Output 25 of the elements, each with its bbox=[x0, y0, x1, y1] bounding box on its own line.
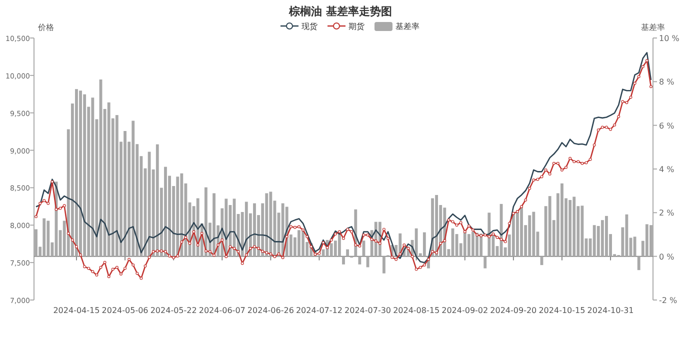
y2-tick-label: 4 % bbox=[659, 165, 675, 174]
y2-tick-label: 2 % bbox=[659, 208, 675, 218]
x-tick-label: 2024-08-15 bbox=[393, 306, 440, 315]
y2-tick-label: 10 % bbox=[659, 34, 680, 43]
y2-tick-label: 8 % bbox=[659, 78, 675, 87]
x-tick-label: 2024-06-07 bbox=[198, 306, 246, 315]
x-tick-label: 2024-04-15 bbox=[53, 306, 100, 315]
x-tick-label: 2024-10-15 bbox=[538, 306, 586, 315]
x-tick-label: 2024-10-31 bbox=[587, 306, 634, 315]
x-tick-label: 2024-09-20 bbox=[490, 306, 537, 315]
y2-tick-label: 6 % bbox=[659, 121, 675, 130]
x-tick-label: 2024-05-06 bbox=[102, 306, 148, 315]
x-tick-label: 2024-05-22 bbox=[150, 306, 197, 315]
y2-axis-title: 基差率 bbox=[641, 23, 665, 32]
x-tick-label: 2024-07-12 bbox=[296, 306, 342, 315]
legend-label: 现货 bbox=[302, 22, 318, 31]
x-tick-label: 2024-09-02 bbox=[442, 306, 488, 315]
y-axis-title: 价格 bbox=[37, 23, 54, 32]
y2-tick-label: 0 % bbox=[659, 252, 675, 262]
x-tick-label: 2024-06-26 bbox=[247, 306, 294, 315]
legend-label: 基差率 bbox=[396, 22, 420, 31]
x-tick-label: 2024-07-30 bbox=[344, 306, 392, 315]
legend-label: 期货 bbox=[348, 22, 364, 31]
y2-tick-label: -2 % bbox=[659, 296, 678, 305]
chart-title: 棕榈油 基差率走势图 bbox=[288, 5, 392, 18]
